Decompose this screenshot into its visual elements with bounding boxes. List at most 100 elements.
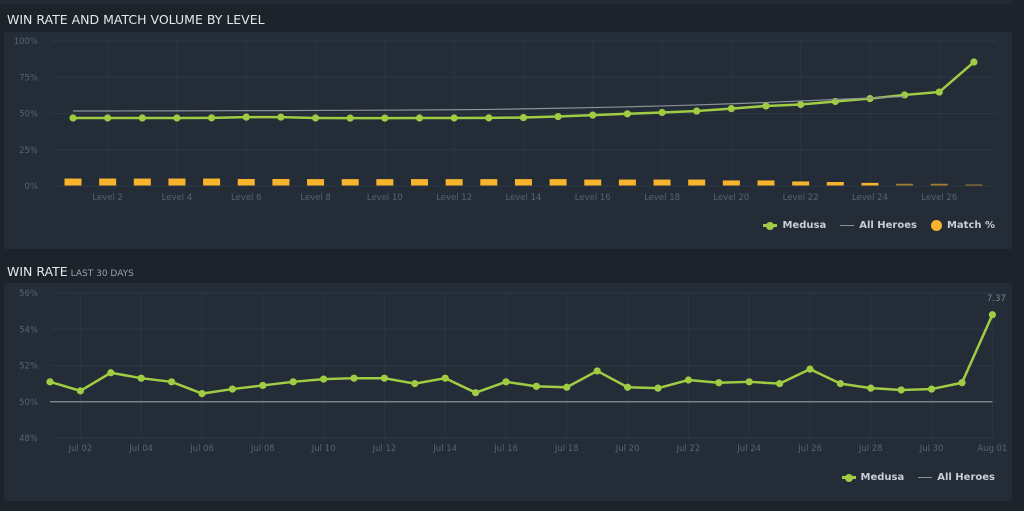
line-dot-icon	[841, 473, 856, 482]
match-pct-bar[interactable]	[965, 184, 983, 186]
data-point[interactable]	[988, 311, 997, 319]
level-chart-legend: Medusa All Heroes Match %	[763, 220, 995, 231]
data-point[interactable]	[867, 384, 875, 392]
data-point[interactable]	[472, 389, 480, 397]
y-tick-label: 54%	[19, 325, 38, 335]
match-pct-bar[interactable]	[445, 179, 463, 186]
data-point[interactable]	[745, 378, 753, 386]
data-point[interactable]	[208, 114, 216, 122]
data-point[interactable]	[901, 91, 909, 99]
level-chart-plot[interactable]: 0% 25% 50% 75% 100% Level 2 Level 4 Level 6 Leve…	[4, 32, 1012, 249]
match-pct-bar[interactable]	[826, 182, 844, 186]
data-point[interactable]	[320, 375, 328, 383]
data-point[interactable]	[762, 102, 770, 110]
data-point[interactable]	[624, 383, 632, 391]
data-point[interactable]	[554, 112, 562, 121]
x-tick-label: Jul 06	[189, 444, 214, 454]
match-pct-bar[interactable]	[618, 179, 636, 186]
data-point[interactable]	[450, 114, 458, 122]
data-point[interactable]	[138, 114, 146, 122]
daily-chart-plot[interactable]: 48% 50% 52% 54% 56% Jul 02 Jul 04 Jul 06 Jul 08 J…	[4, 283, 1012, 501]
match-pct-bar[interactable]	[307, 179, 325, 186]
data-point[interactable]	[658, 108, 666, 117]
data-point[interactable]	[228, 385, 236, 393]
match-pct-bar[interactable]	[341, 179, 359, 186]
data-point[interactable]	[836, 380, 845, 388]
data-point[interactable]	[346, 114, 354, 122]
data-point[interactable]	[806, 365, 814, 373]
match-pct-bar[interactable]	[792, 181, 810, 186]
match-pct-bar[interactable]	[376, 179, 394, 186]
data-point[interactable]	[380, 374, 388, 382]
data-point[interactable]	[727, 104, 735, 113]
data-point[interactable]	[928, 385, 936, 393]
data-point[interactable]	[441, 374, 449, 382]
match-pct-bar[interactable]	[480, 179, 498, 186]
data-point[interactable]	[107, 369, 115, 377]
data-point[interactable]	[935, 88, 943, 96]
data-point[interactable]	[693, 107, 701, 115]
legend-medusa[interactable]: Medusa	[841, 472, 904, 483]
data-point[interactable]	[593, 367, 601, 375]
match-pct-bar[interactable]	[653, 179, 671, 186]
data-point[interactable]	[485, 114, 493, 122]
legend-match-pct[interactable]: Match %	[930, 220, 995, 231]
data-point[interactable]	[69, 114, 77, 122]
data-point[interactable]	[104, 114, 112, 122]
data-point[interactable]	[137, 374, 145, 382]
x-tick-label: Jul 04	[128, 444, 153, 454]
data-point[interactable]	[381, 114, 389, 122]
data-point[interactable]	[311, 114, 320, 122]
data-point[interactable]	[502, 378, 510, 386]
legend-all-heroes[interactable]: All Heroes	[918, 472, 995, 483]
data-point[interactable]	[415, 114, 424, 122]
data-point[interactable]	[970, 58, 978, 66]
match-pct-bar[interactable]	[930, 183, 948, 186]
match-pct-bar[interactable]	[722, 180, 740, 186]
data-point[interactable]	[715, 379, 723, 387]
data-point[interactable]	[289, 378, 297, 386]
match-pct-bar[interactable]	[203, 178, 221, 186]
data-point[interactable]	[76, 387, 84, 395]
data-point[interactable]	[897, 386, 905, 394]
data-point[interactable]	[411, 380, 419, 388]
match-pct-bar[interactable]	[757, 180, 775, 186]
match-pct-bar[interactable]	[688, 179, 706, 186]
all-heroes-line	[73, 95, 905, 112]
data-point[interactable]	[242, 113, 250, 121]
data-point[interactable]	[654, 384, 662, 392]
match-pct-bar[interactable]	[584, 179, 602, 186]
data-point[interactable]	[563, 383, 571, 391]
match-pct-bar[interactable]	[272, 178, 290, 186]
data-point[interactable]	[797, 100, 805, 109]
match-pct-bar[interactable]	[514, 179, 532, 186]
x-tick-label: Jul 12	[372, 444, 397, 454]
data-point[interactable]	[589, 111, 597, 119]
y-tick-label: 56%	[19, 289, 38, 299]
data-point[interactable]	[623, 110, 632, 118]
data-point[interactable]	[684, 376, 693, 384]
data-point[interactable]	[168, 378, 176, 386]
match-pct-bar[interactable]	[411, 179, 428, 186]
daily-chart-legend: Medusa All Heroes	[841, 472, 995, 483]
data-point[interactable]	[259, 381, 267, 390]
match-pct-bar[interactable]	[861, 182, 879, 186]
data-point[interactable]	[776, 380, 784, 388]
match-pct-bar[interactable]	[549, 179, 567, 186]
data-point[interactable]	[198, 389, 206, 398]
data-point[interactable]	[46, 378, 54, 386]
data-point[interactable]	[958, 379, 966, 387]
match-pct-bar[interactable]	[896, 183, 914, 186]
data-point[interactable]	[277, 113, 285, 121]
data-point[interactable]	[350, 374, 358, 382]
match-pct-bar[interactable]	[237, 178, 255, 186]
data-point[interactable]	[519, 113, 528, 122]
legend-all-heroes[interactable]: All Heroes	[840, 220, 917, 231]
match-pct-bar[interactable]	[99, 178, 117, 186]
data-point[interactable]	[173, 114, 181, 122]
match-pct-bar[interactable]	[168, 178, 186, 186]
match-pct-bar[interactable]	[133, 178, 151, 186]
data-point[interactable]	[532, 382, 541, 390]
match-pct-bar[interactable]	[64, 178, 82, 186]
legend-medusa[interactable]: Medusa	[763, 220, 826, 231]
